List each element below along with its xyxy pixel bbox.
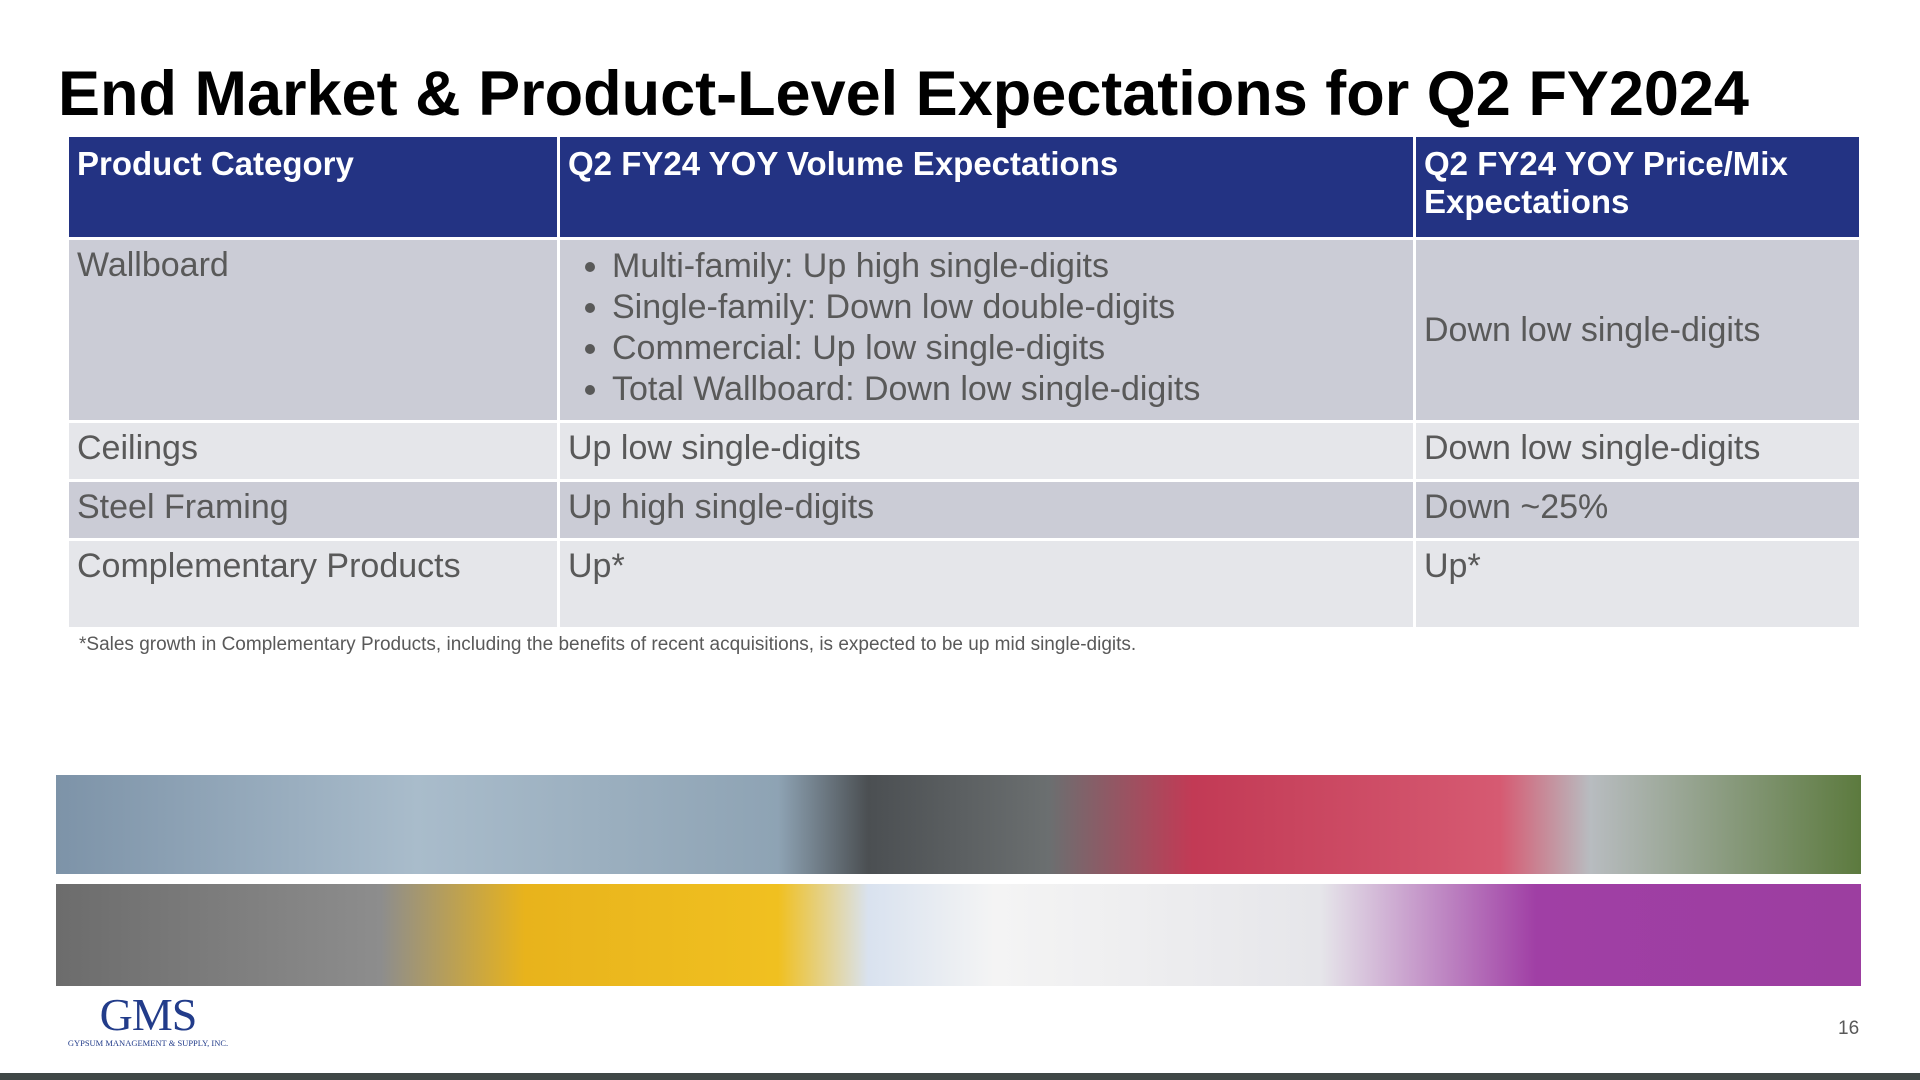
footer-bar	[0, 1073, 1920, 1080]
header-row: Product Category Q2 FY24 YOY Volume Expe…	[66, 134, 1862, 240]
price-cell: Up*	[1413, 538, 1862, 630]
expectations-table: Product Category Q2 FY24 YOY Volume Expe…	[66, 134, 1862, 630]
category-cell: Steel Framing	[66, 479, 560, 541]
header-cell: Q2 FY24 YOY Price/Mix Expectations	[1413, 134, 1862, 240]
bullet-list: Multi-family: Up high single-digits Sing…	[568, 246, 1405, 410]
table-row: Wallboard Multi-family: Up high single-d…	[66, 237, 1862, 423]
bullet-item: Single-family: Down low double-digits	[612, 287, 1405, 328]
header-cell: Product Category	[66, 134, 560, 240]
category-cell: Ceilings	[66, 420, 560, 482]
bullet-item: Multi-family: Up high single-digits	[612, 246, 1405, 287]
photo-strip	[56, 884, 1861, 986]
price-cell: Down low single-digits	[1413, 420, 1862, 482]
header-cell: Q2 FY24 YOY Volume Expectations	[557, 134, 1416, 240]
volume-cell: Up low single-digits	[557, 420, 1416, 482]
bullet-item: Commercial: Up low single-digits	[612, 328, 1405, 369]
footnote: *Sales growth in Complementary Products,…	[79, 634, 1137, 655]
table-row: Ceilings Up low single-digits Down low s…	[66, 420, 1862, 482]
category-cell: Complementary Products	[66, 538, 560, 630]
volume-cell: Up*	[557, 538, 1416, 630]
slide-title: End Market & Product-Level Expectations …	[58, 59, 1749, 129]
volume-cell: Up high single-digits	[557, 479, 1416, 541]
category-cell: Wallboard	[66, 237, 560, 423]
volume-cell: Multi-family: Up high single-digits Sing…	[557, 237, 1416, 423]
bullet-item: Total Wallboard: Down low single-digits	[612, 369, 1405, 410]
logo-name: GMS	[99, 989, 198, 1040]
price-cell: Down ~25%	[1413, 479, 1862, 541]
page-number: 16	[1838, 1018, 1860, 1039]
logo: GMS GYPSUM MANAGEMENT & SUPPLY, INC.	[58, 989, 238, 1049]
table-row: Steel Framing Up high single-digits Down…	[66, 479, 1862, 541]
logo-subtitle: GYPSUM MANAGEMENT & SUPPLY, INC.	[67, 1038, 229, 1048]
price-cell: Down low single-digits	[1413, 237, 1862, 423]
table-row: Complementary Products Up* Up*	[66, 538, 1862, 630]
photo-strip	[56, 775, 1861, 874]
